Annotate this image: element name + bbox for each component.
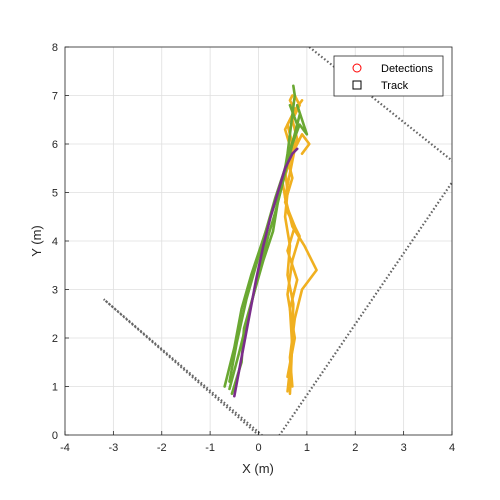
x-tick-label: 0 bbox=[255, 442, 261, 454]
x-tick-label: -3 bbox=[108, 442, 118, 454]
axis-ticks: -4 -3 -2 -1 0 1 2 3 4 0 1 2 3 4 5 6 7 8 bbox=[52, 42, 455, 454]
legend-track-label: Track bbox=[381, 80, 409, 92]
x-axis-label: X (m) bbox=[242, 461, 274, 476]
legend-detections-marker bbox=[352, 63, 362, 73]
series-layer bbox=[223, 84, 318, 398]
legend-detections-label: Detections bbox=[381, 63, 433, 75]
trajectory-line-9 bbox=[233, 147, 299, 398]
x-tick-label: -1 bbox=[205, 442, 215, 454]
trajectory-line-3 bbox=[283, 133, 318, 388]
y-tick-label: 1 bbox=[52, 382, 58, 394]
legend-box bbox=[333, 55, 444, 97]
x-tick-label: 4 bbox=[449, 442, 455, 454]
trajectory-line-4 bbox=[281, 99, 304, 379]
x-tick-label: 3 bbox=[401, 442, 407, 454]
y-tick-label: 6 bbox=[52, 139, 58, 151]
x-tick-label: -2 bbox=[157, 442, 167, 454]
y-tick-label: 3 bbox=[52, 285, 58, 297]
x-tick-label: 1 bbox=[304, 442, 310, 454]
y-tick-label: 5 bbox=[52, 188, 58, 200]
legend-track-marker bbox=[352, 80, 362, 90]
sensor-boundary bbox=[102, 47, 452, 435]
y-tick-label: 2 bbox=[52, 333, 58, 345]
y-tick-label: 4 bbox=[52, 236, 58, 248]
y-tick-label: 0 bbox=[52, 430, 58, 442]
y-tick-label: 7 bbox=[52, 91, 58, 103]
x-tick-label: 2 bbox=[352, 442, 358, 454]
legend: Detections Track bbox=[333, 55, 444, 97]
y-tick-label: 8 bbox=[52, 42, 58, 54]
x-tick-label: -4 bbox=[60, 442, 70, 454]
y-axis-label: Y (m) bbox=[29, 225, 44, 257]
trajectory-line-6 bbox=[230, 103, 309, 396]
boundary-layer bbox=[102, 47, 452, 435]
